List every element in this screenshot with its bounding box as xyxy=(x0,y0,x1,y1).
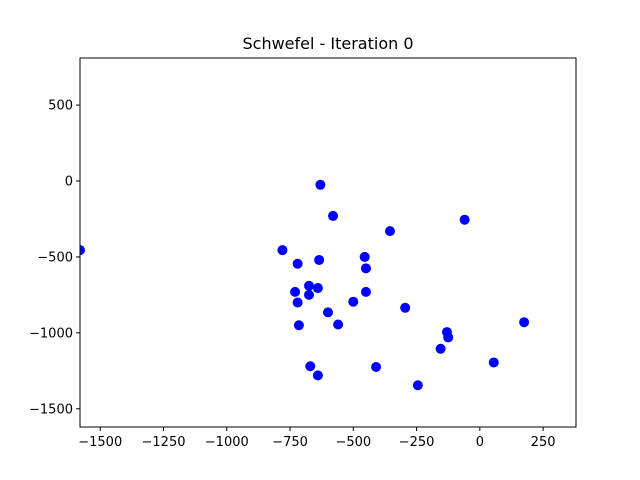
data-point xyxy=(290,286,301,297)
data-point xyxy=(443,332,454,343)
x-tick-label: 250 xyxy=(531,435,556,450)
plot-area xyxy=(80,179,530,391)
scatter-points xyxy=(80,179,530,391)
data-point xyxy=(292,258,303,269)
x-tick-label: −1000 xyxy=(205,435,249,450)
data-point xyxy=(304,289,315,300)
data-point xyxy=(360,263,371,274)
data-point xyxy=(304,280,315,291)
data-point xyxy=(359,251,370,262)
data-point xyxy=(412,380,423,391)
data-point xyxy=(292,297,303,308)
data-point xyxy=(80,245,85,256)
x-axis-ticks: −1500 −1250 −1000 −750 −500 −250 0 250 xyxy=(78,427,556,450)
data-point xyxy=(312,283,323,294)
data-point xyxy=(328,210,339,221)
data-point xyxy=(323,307,333,318)
y-tick-label: −1000 xyxy=(29,326,73,341)
data-point xyxy=(400,302,411,313)
data-point xyxy=(277,245,288,256)
data-point xyxy=(305,361,316,372)
y-tick-label: −1500 xyxy=(29,402,73,417)
data-point xyxy=(519,317,530,328)
data-point xyxy=(459,214,470,225)
chart-title: Schwefel - Iteration 0 xyxy=(242,34,413,53)
data-point xyxy=(488,357,499,368)
x-tick-label: −750 xyxy=(272,435,308,450)
data-point xyxy=(385,226,395,237)
data-point xyxy=(348,296,359,307)
x-tick-label: −1500 xyxy=(78,435,122,450)
x-tick-label: −250 xyxy=(399,435,435,450)
y-tick-label: −500 xyxy=(37,250,73,265)
data-point xyxy=(360,286,371,297)
data-point xyxy=(435,343,446,354)
data-point xyxy=(371,362,382,373)
x-tick-label: −1250 xyxy=(142,435,186,450)
data-point xyxy=(312,370,323,381)
data-point xyxy=(293,320,304,331)
data-point xyxy=(315,179,326,190)
y-tick-label: 500 xyxy=(48,99,73,114)
x-tick-label: −500 xyxy=(335,435,371,450)
data-point xyxy=(333,319,344,330)
x-tick-label: 0 xyxy=(476,435,484,450)
axes-frame xyxy=(79,57,577,428)
data-point xyxy=(314,254,325,265)
y-tick-label: 0 xyxy=(65,175,73,190)
y-axis-ticks: 500 0 −500 −1000 −1500 xyxy=(29,99,80,417)
